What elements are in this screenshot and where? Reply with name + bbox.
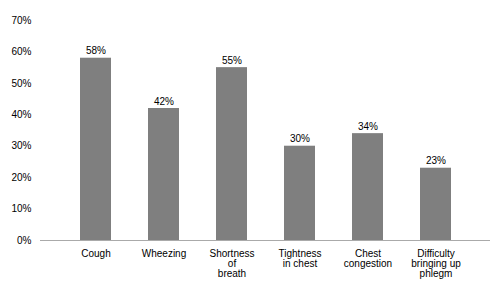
svg-text:Shortnessofbreath: Shortnessofbreath [209, 248, 254, 279]
svg-text:Tightnessin chest: Tightnessin chest [279, 248, 322, 269]
svg-text:0%: 0% [17, 235, 32, 246]
svg-text:55%: 55% [222, 55, 242, 66]
svg-text:30%: 30% [11, 140, 31, 151]
svg-text:42%: 42% [154, 96, 174, 107]
svg-text:Difficultybringing upphlegm: Difficultybringing upphlegm [411, 248, 461, 279]
svg-text:10%: 10% [11, 203, 31, 214]
svg-text:Chestcongestion: Chestcongestion [344, 248, 392, 269]
svg-text:70%: 70% [11, 15, 31, 26]
svg-text:Wheezing: Wheezing [142, 248, 186, 259]
svg-text:40%: 40% [11, 109, 31, 120]
svg-text:20%: 20% [11, 172, 31, 183]
svg-text:58%: 58% [86, 45, 106, 56]
svg-text:34%: 34% [358, 121, 378, 132]
svg-text:30%: 30% [290, 133, 310, 144]
svg-text:23%: 23% [426, 155, 446, 166]
svg-text:50%: 50% [11, 78, 31, 89]
svg-text:60%: 60% [11, 46, 31, 57]
svg-text:Cough: Cough [81, 248, 110, 259]
